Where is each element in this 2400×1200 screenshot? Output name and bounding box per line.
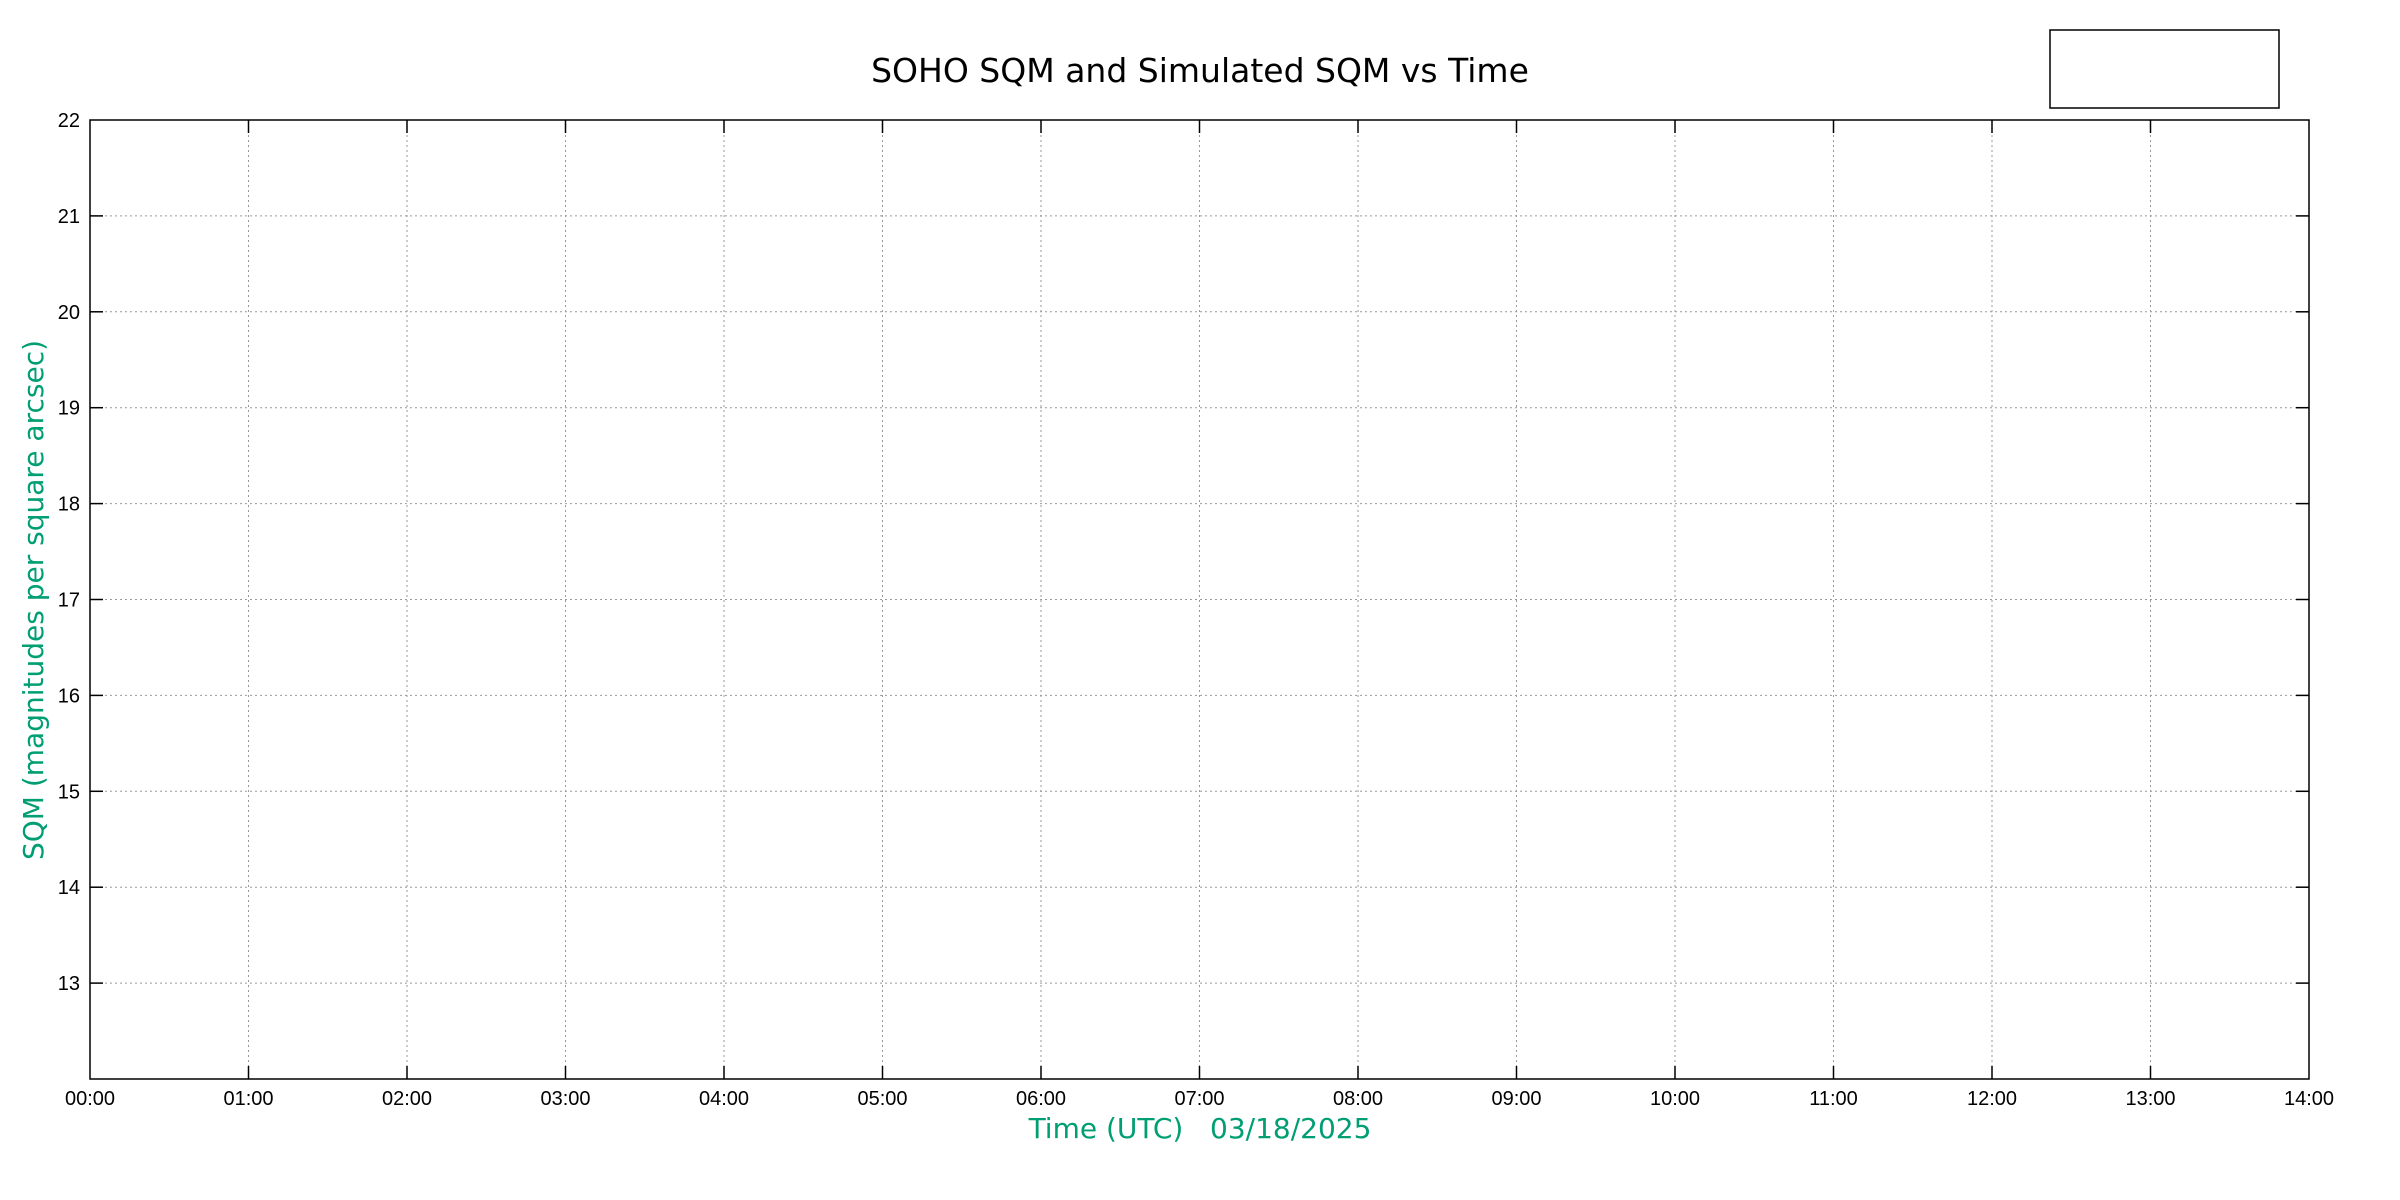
y-tick-label: 22 [58, 110, 80, 132]
chart-title: SOHO SQM and Simulated SQM vs Time [871, 51, 1529, 90]
x-tick-label: 12:00 [1967, 1088, 2017, 1110]
x-tick-label: 13:00 [2125, 1088, 2175, 1110]
y-tick-label: 16 [58, 685, 80, 707]
x-tick-label: 05:00 [857, 1088, 907, 1110]
ticks: 00:00 01:00 02:00 03:00 04:00 05:00 06:00 07:00… [58, 110, 2334, 1110]
x-tick-label: 09:00 [1491, 1088, 1541, 1110]
y-tick-label: 21 [58, 206, 80, 228]
x-tick-label: 08:00 [1333, 1088, 1383, 1110]
grid [90, 120, 2309, 1079]
x-tick-label: 11:00 [1809, 1088, 1858, 1110]
y-tick-label: 18 [58, 494, 80, 516]
x-tick-label: 10:00 [1650, 1088, 1700, 1110]
legend [2049, 29, 2280, 109]
y-tick-label: 13 [58, 973, 80, 995]
y-tick-label: 20 [58, 302, 80, 324]
x-tick-label: 01:00 [223, 1088, 273, 1110]
x-tick-label: 02:00 [382, 1088, 432, 1110]
x-tick-label: 14:00 [2284, 1088, 2334, 1110]
y-tick-label: 14 [58, 877, 80, 899]
x-tick-label: 06:00 [1016, 1088, 1066, 1110]
x-tick-label: 03:00 [540, 1088, 590, 1110]
y-tick-label: 19 [58, 398, 80, 420]
x-axis-label: Time (UTC) 03/18/2025 [1028, 1112, 1372, 1145]
x-tick-label: 04:00 [699, 1088, 749, 1110]
y-axis-label: SQM (magnitudes per square arcsec) [17, 340, 50, 860]
x-tick-label: 07:00 [1174, 1088, 1224, 1110]
y-tick-label: 15 [58, 781, 80, 803]
y-tick-label: 17 [58, 590, 80, 612]
x-tick-label: 00:00 [65, 1088, 115, 1110]
